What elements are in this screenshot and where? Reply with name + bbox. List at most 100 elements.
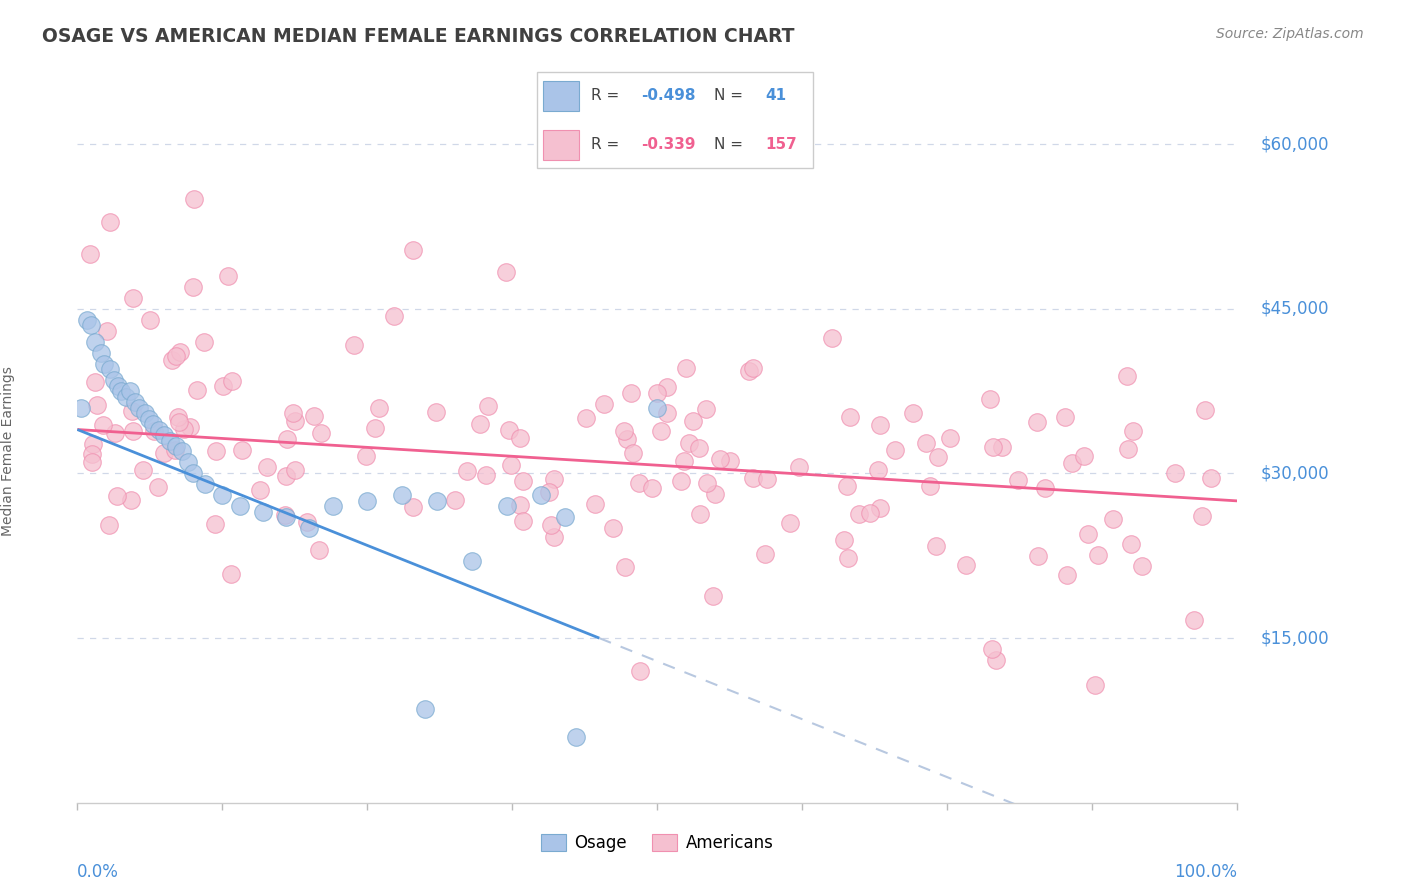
Point <box>530 488 553 502</box>
Point <box>738 364 761 378</box>
Point <box>274 469 297 483</box>
Point <box>186 383 208 397</box>
FancyBboxPatch shape <box>537 72 813 169</box>
Point <box>309 426 332 441</box>
Point <box>364 420 387 434</box>
Point <box>212 379 235 393</box>
Point <box>1191 509 1213 524</box>
Point <box>838 409 860 424</box>
Point <box>695 475 717 490</box>
Point <box>575 411 598 425</box>
Point <box>105 489 128 503</box>
Point <box>884 442 907 457</box>
Point <box>709 452 731 467</box>
Point <box>402 500 425 514</box>
Point <box>613 559 636 574</box>
Point <box>645 386 668 401</box>
Text: 0.0%: 0.0% <box>77 863 120 881</box>
Point <box>104 425 127 440</box>
Point <box>169 345 191 359</box>
Point <box>132 463 155 477</box>
Point <box>495 500 517 514</box>
Point <box>927 450 949 465</box>
Point <box>82 455 104 469</box>
Point <box>217 268 239 283</box>
Point <box>779 516 801 530</box>
Point <box>602 521 624 535</box>
Point <box>90 345 111 359</box>
Text: OSAGE VS AMERICAN MEDIAN FEMALE EARNINGS CORRELATION CHART: OSAGE VS AMERICAN MEDIAN FEMALE EARNINGS… <box>42 27 794 45</box>
Point <box>82 436 104 450</box>
Point <box>118 384 141 398</box>
Point <box>354 450 377 464</box>
Point <box>343 338 366 352</box>
Point <box>1199 471 1222 485</box>
Text: R =: R = <box>591 88 624 103</box>
Point <box>1033 481 1056 495</box>
Point <box>990 440 1012 454</box>
Point <box>121 424 143 438</box>
Point <box>153 446 176 460</box>
Point <box>163 442 186 457</box>
Point <box>142 417 165 431</box>
Point <box>103 373 125 387</box>
Point <box>543 472 565 486</box>
Point <box>425 405 447 419</box>
Point <box>979 392 1001 406</box>
Point <box>80 318 103 333</box>
Point <box>1056 567 1078 582</box>
Point <box>509 498 531 512</box>
Point <box>1182 613 1205 627</box>
Point <box>703 487 725 501</box>
Point <box>124 395 146 409</box>
Text: -0.339: -0.339 <box>641 137 696 153</box>
Point <box>83 375 105 389</box>
Point <box>1130 559 1153 574</box>
Point <box>1164 466 1187 480</box>
Point <box>671 475 693 489</box>
Point <box>468 417 491 431</box>
Point <box>153 428 176 442</box>
Point <box>955 558 977 573</box>
Point <box>859 506 882 520</box>
Point <box>477 399 499 413</box>
Point <box>616 432 638 446</box>
Point <box>444 492 467 507</box>
Point <box>565 730 588 744</box>
Text: $60,000: $60,000 <box>1261 135 1329 153</box>
Point <box>183 192 205 206</box>
Point <box>165 439 187 453</box>
Point <box>284 414 307 428</box>
Point <box>391 488 413 502</box>
Point <box>276 432 298 446</box>
Point <box>252 505 274 519</box>
Point <box>159 434 181 448</box>
Point <box>787 460 810 475</box>
Point <box>107 378 129 392</box>
Text: 100.0%: 100.0% <box>1174 863 1237 881</box>
Point <box>837 478 859 492</box>
Point <box>115 390 138 404</box>
Point <box>593 397 616 411</box>
Point <box>623 446 645 460</box>
Point <box>554 510 576 524</box>
Point <box>869 417 891 432</box>
Point <box>620 385 643 400</box>
Point <box>193 334 215 349</box>
Bar <box>543 81 579 111</box>
Point <box>204 444 226 458</box>
Point <box>138 411 160 425</box>
Point <box>1026 415 1049 429</box>
Point <box>925 539 948 553</box>
Point <box>83 334 105 349</box>
Point <box>540 517 562 532</box>
Point <box>110 384 132 398</box>
Point <box>274 508 297 522</box>
Point <box>221 374 243 388</box>
Point <box>512 514 534 528</box>
Point <box>179 420 201 434</box>
Point <box>915 436 938 450</box>
Point <box>120 493 142 508</box>
Point <box>97 517 120 532</box>
Point <box>283 407 305 421</box>
